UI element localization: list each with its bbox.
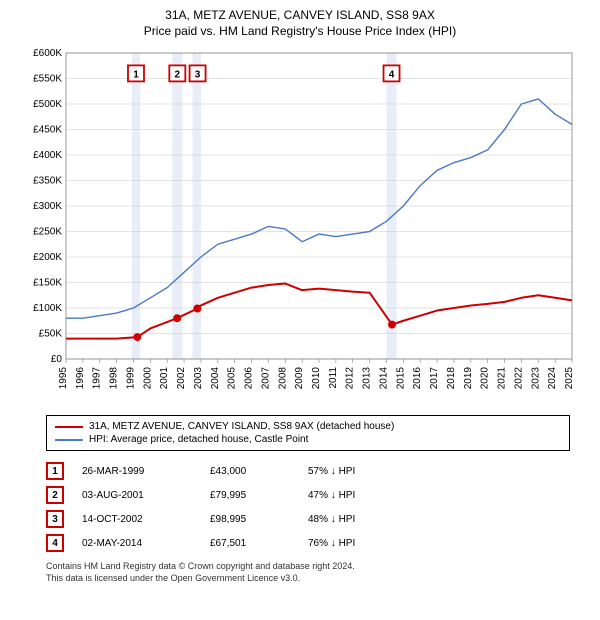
svg-text:2024: 2024 <box>547 367 558 390</box>
legend-row: 31A, METZ AVENUE, CANVEY ISLAND, SS8 9AX… <box>55 420 561 433</box>
svg-text:£50K: £50K <box>39 329 63 340</box>
svg-text:2018: 2018 <box>446 367 457 390</box>
svg-text:1995: 1995 <box>58 367 69 390</box>
chart-subtitle: Price paid vs. HM Land Registry's House … <box>10 24 590 40</box>
svg-text:2015: 2015 <box>395 367 406 390</box>
svg-text:£150K: £150K <box>33 278 62 289</box>
transaction-price: £98,995 <box>210 514 290 525</box>
svg-text:£250K: £250K <box>33 227 62 238</box>
transaction-delta: 47% ↓ HPI <box>308 490 398 501</box>
legend-label: HPI: Average price, detached house, Cast… <box>89 434 308 445</box>
svg-text:2008: 2008 <box>277 367 288 390</box>
legend-label: 31A, METZ AVENUE, CANVEY ISLAND, SS8 9AX… <box>89 421 394 432</box>
transaction-row: 2 03-AUG-2001 £79,995 47% ↓ HPI <box>46 483 570 507</box>
svg-text:4: 4 <box>389 70 395 81</box>
svg-text:2005: 2005 <box>227 367 238 390</box>
svg-text:2023: 2023 <box>530 367 541 390</box>
svg-text:2014: 2014 <box>378 367 389 390</box>
transaction-delta: 48% ↓ HPI <box>308 514 398 525</box>
svg-text:2010: 2010 <box>311 367 322 390</box>
transaction-price: £43,000 <box>210 466 290 477</box>
svg-text:2009: 2009 <box>294 367 305 390</box>
chart-area: £0 £50K £100K £150K £200K £250K £300K £350K £400… <box>20 45 580 405</box>
chart-container: 31A, METZ AVENUE, CANVEY ISLAND, SS8 9AX… <box>0 0 600 593</box>
svg-text:£450K: £450K <box>33 125 62 136</box>
svg-text:2019: 2019 <box>463 367 474 390</box>
svg-text:£500K: £500K <box>33 99 62 110</box>
svg-text:2013: 2013 <box>362 367 373 390</box>
svg-text:£200K: £200K <box>33 252 62 263</box>
transactions-table: 1 26-MAR-1999 £43,000 57% ↓ HPI 2 03-AUG-2001… <box>46 459 570 555</box>
transaction-price: £79,995 <box>210 490 290 501</box>
svg-text:2012: 2012 <box>345 367 356 390</box>
svg-text:2016: 2016 <box>412 367 423 390</box>
svg-text:1997: 1997 <box>92 367 103 390</box>
transaction-delta: 57% ↓ HPI <box>308 466 398 477</box>
svg-text:2000: 2000 <box>142 367 153 390</box>
svg-text:2025: 2025 <box>564 367 575 390</box>
transaction-badge: 1 <box>46 462 64 480</box>
transaction-row: 4 02-MAY-2014 £67,501 76% ↓ HPI <box>46 531 570 555</box>
chart-title: 31A, METZ AVENUE, CANVEY ISLAND, SS8 9AX <box>10 8 590 24</box>
svg-text:£300K: £300K <box>33 201 62 212</box>
transaction-date: 14-OCT-2002 <box>82 514 192 525</box>
svg-text:2017: 2017 <box>429 367 440 390</box>
svg-text:2006: 2006 <box>244 367 255 390</box>
footer-line1: Contains HM Land Registry data © Crown c… <box>46 561 570 573</box>
transaction-delta: 76% ↓ HPI <box>308 538 398 549</box>
transaction-badge: 2 <box>46 486 64 504</box>
svg-text:£400K: £400K <box>33 150 62 161</box>
svg-text:1996: 1996 <box>75 367 86 390</box>
svg-text:2001: 2001 <box>159 367 170 390</box>
footer-line2: This data is licensed under the Open Gov… <box>46 573 570 585</box>
svg-text:2002: 2002 <box>176 367 187 390</box>
transaction-date: 26-MAR-1999 <box>82 466 192 477</box>
svg-text:2004: 2004 <box>210 367 221 390</box>
chart-svg: £0 £50K £100K £150K £200K £250K £300K £350K £400… <box>20 45 580 405</box>
transaction-date: 03-AUG-2001 <box>82 490 192 501</box>
transaction-row: 3 14-OCT-2002 £98,995 48% ↓ HPI <box>46 507 570 531</box>
legend-swatch <box>55 426 83 428</box>
svg-text:2003: 2003 <box>193 367 204 390</box>
svg-text:3: 3 <box>195 70 201 81</box>
transaction-date: 02-MAY-2014 <box>82 538 192 549</box>
svg-text:1: 1 <box>133 70 139 81</box>
svg-text:£0: £0 <box>51 354 63 365</box>
svg-text:2: 2 <box>175 70 181 81</box>
transaction-row: 1 26-MAR-1999 £43,000 57% ↓ HPI <box>46 459 570 483</box>
transaction-badge: 4 <box>46 534 64 552</box>
svg-text:2020: 2020 <box>480 367 491 390</box>
legend-row: HPI: Average price, detached house, Cast… <box>55 433 561 446</box>
legend-swatch <box>55 439 83 441</box>
legend-box: 31A, METZ AVENUE, CANVEY ISLAND, SS8 9AX… <box>46 415 570 451</box>
transaction-badge: 3 <box>46 510 64 528</box>
transaction-price: £67,501 <box>210 538 290 549</box>
footer-text: Contains HM Land Registry data © Crown c… <box>46 561 570 584</box>
svg-text:£100K: £100K <box>33 303 62 314</box>
svg-text:£350K: £350K <box>33 176 62 187</box>
svg-text:£550K: £550K <box>33 74 62 85</box>
svg-text:2011: 2011 <box>328 367 339 389</box>
svg-text:1998: 1998 <box>109 367 120 390</box>
svg-text:2007: 2007 <box>260 367 271 390</box>
svg-text:2021: 2021 <box>497 367 508 390</box>
svg-text:£600K: £600K <box>33 48 62 59</box>
svg-text:2022: 2022 <box>513 367 524 390</box>
svg-text:1999: 1999 <box>125 367 136 390</box>
